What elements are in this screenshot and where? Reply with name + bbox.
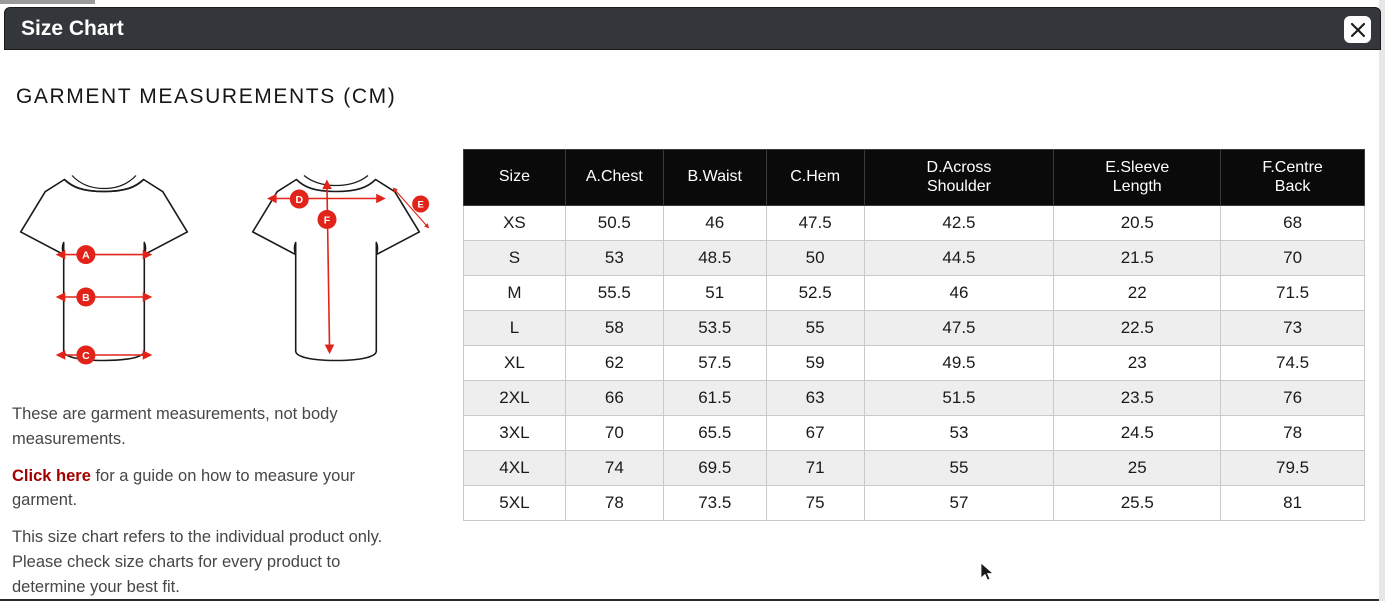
svg-text:E: E	[417, 200, 423, 211]
svg-text:C: C	[82, 350, 90, 362]
svg-text:D: D	[296, 194, 304, 206]
svg-text:B: B	[82, 292, 90, 304]
svg-text:F: F	[324, 215, 331, 227]
svg-text:A: A	[82, 250, 90, 262]
